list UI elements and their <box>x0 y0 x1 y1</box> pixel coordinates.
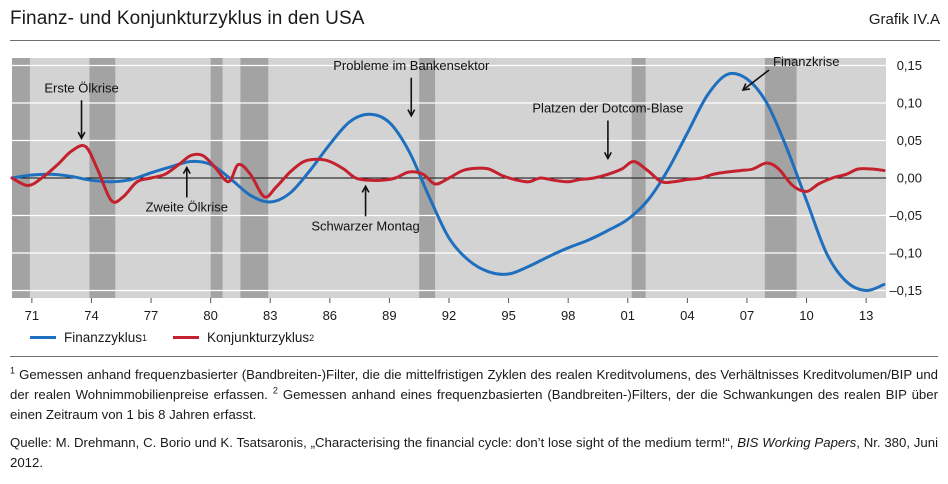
annotation-zweite-ölkrise-arrow-head <box>182 165 191 174</box>
x-tick-label: 10 <box>799 308 813 323</box>
source-series: BIS Working Papers <box>737 435 857 450</box>
annotation-schwarzer-montag: Schwarzer Montag <box>311 218 419 233</box>
y-tick-label: –0,05 <box>889 208 922 223</box>
x-tick-label: 92 <box>442 308 456 323</box>
y-tick-label: 0,05 <box>897 133 922 148</box>
annotation-finanzkrise: Finanzkrise <box>773 54 839 69</box>
annotation-probleme-im-bankensektor: Probleme im Bankensektor <box>333 58 490 73</box>
source-suffix: , Nr. 380, Juni 2012. <box>10 435 939 470</box>
x-tick-label: 77 <box>144 308 158 323</box>
y-tick-label: 0,15 <box>897 58 922 73</box>
footnote-mark-2: 2 <box>272 385 278 396</box>
source-prefix: Quelle: M. Drehmann, C. Borio und K. Tsa… <box>10 435 738 450</box>
annotation-finanzkrise-arrow-shaft <box>742 69 770 91</box>
annotation-schwarzer-montag-arrow-head <box>361 184 370 193</box>
y-tick-label: –0,15 <box>889 283 922 298</box>
x-tick-label: 04 <box>680 308 694 323</box>
source-note: Quelle: M. Drehmann, C. Borio und K. Tsa… <box>10 433 938 473</box>
legend-item-konjunkturzyklus: Konjunkturzyklus 2 <box>173 330 314 345</box>
legend-label-finanzzyklus: Finanzzyklus <box>64 330 143 345</box>
annotation-erste-ölkrise: Erste Ölkrise <box>44 80 118 95</box>
annotation-finanzkrise-arrow-head <box>741 83 751 92</box>
annotation-probleme-im-bankensektor-arrow-head <box>407 109 416 118</box>
x-tick-label: 95 <box>501 308 515 323</box>
x-tick-label: 07 <box>740 308 754 323</box>
y-tick-label: 0,10 <box>897 96 922 111</box>
legend-swatch-konjunkturzyklus <box>173 336 200 339</box>
x-tick-label: 01 <box>621 308 635 323</box>
y-tick-label: 0,00 <box>897 171 922 186</box>
legend-item-finanzzyklus: Finanzzyklus 1 <box>30 330 147 345</box>
x-tick-label: 13 <box>859 308 873 323</box>
top-rule <box>10 40 940 41</box>
series-line-finanzzyklus <box>10 71 886 293</box>
annotation-zweite-ölkrise: Zweite Ölkrise <box>146 200 228 215</box>
footnote-text: 1 Gemessen anhand frequenzbasierter (Ban… <box>10 365 938 425</box>
x-tick-label: 71 <box>25 308 39 323</box>
series-line-konjunkturzyklus <box>10 144 886 204</box>
figure-label: Grafik IV.A <box>868 11 940 28</box>
x-tick-label: 83 <box>263 308 277 323</box>
footnote-2: Gemessen anhand eines frequenzbasierten … <box>10 387 938 422</box>
legend-label-konjunkturzyklus: Konjunkturzyklus <box>207 330 310 345</box>
x-tick-label: 98 <box>561 308 575 323</box>
footnote-1: Gemessen anhand frequenzbasierter (Bandb… <box>10 367 938 402</box>
legend-swatch-finanzzyklus <box>30 336 56 339</box>
chart-legend: Finanzzyklus 1 Konjunkturzyklus 2 <box>30 330 340 345</box>
annotation-erste-ölkrise-arrow-head <box>77 131 86 140</box>
footnotes: 1 Gemessen anhand frequenzbasierter (Ban… <box>10 356 938 473</box>
chart-title: Finanz- und Konjunkturzyklus in den USA <box>10 8 365 29</box>
annotations: Erste Ölkrise Zweite Ölkrise Schwarzer Mon… <box>44 54 839 233</box>
x-tick-label: 80 <box>203 308 217 323</box>
x-tick-label: 74 <box>84 308 98 323</box>
annotation-platzen-der-dotcom-blase-arrow-head <box>603 152 612 161</box>
x-tick-label: 86 <box>323 308 337 323</box>
annotation-platzen-der-dotcom-blase: Platzen der Dotcom-Blase <box>532 101 683 116</box>
line-chart: 0,15 0,10 0,05 0,00 –0,05 –0,10 –0,15 71 74 77 80 8… <box>10 54 922 323</box>
x-tick-label: 89 <box>382 308 396 323</box>
y-tick-label: –0,10 <box>889 246 922 261</box>
footnote-mark-1: 1 <box>10 365 16 376</box>
